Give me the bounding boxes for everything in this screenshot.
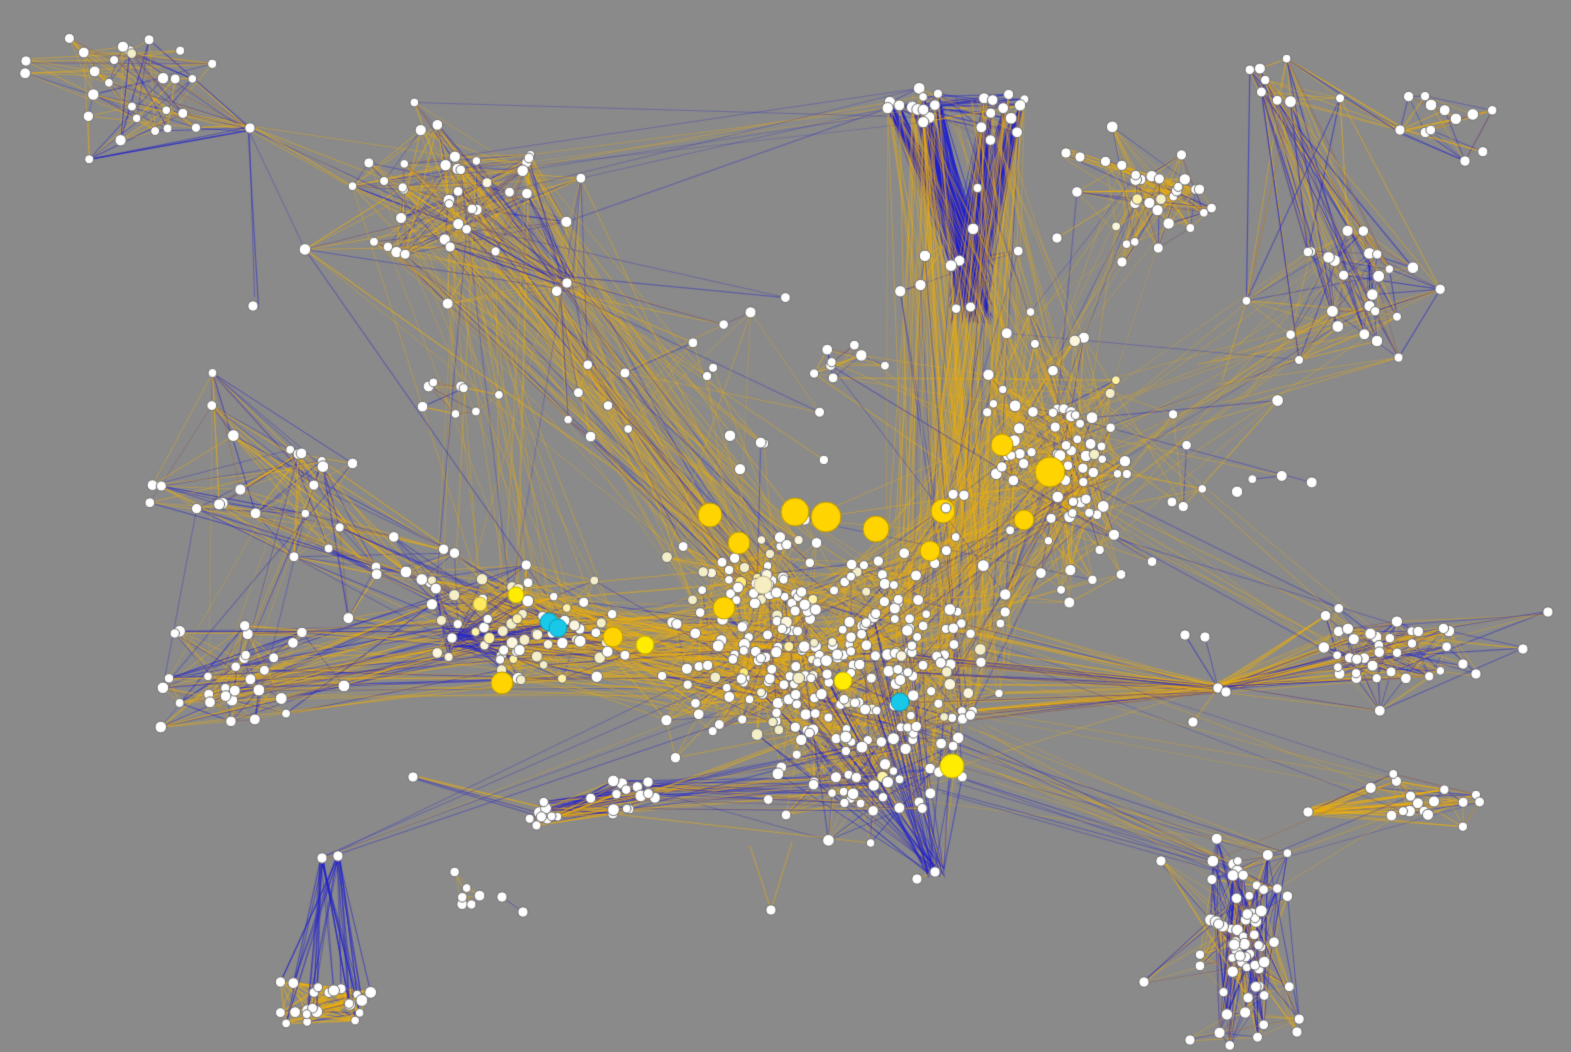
- graph-canvas[interactable]: [0, 0, 1571, 1052]
- network-visualization: [0, 0, 1571, 1052]
